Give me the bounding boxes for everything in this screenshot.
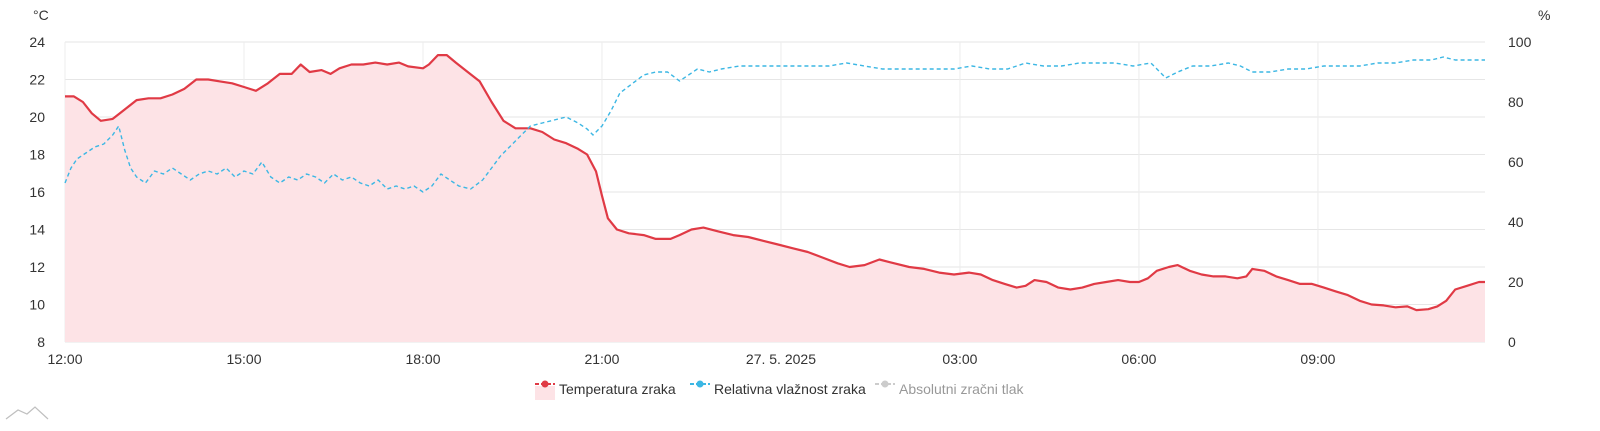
x-tick-label: 03:00 — [942, 351, 977, 367]
y-left-tick-label: 14 — [29, 222, 45, 238]
y-right-tick-label: 20 — [1508, 274, 1524, 290]
y-left-tick-label: 22 — [29, 72, 45, 88]
legend-label: Absolutni zračni tlak — [899, 381, 1025, 397]
y-right-tick-label: 80 — [1508, 94, 1524, 110]
series-layer — [64, 54, 1485, 342]
y-left-tick-label: 12 — [29, 259, 45, 275]
legend-item[interactable]: Absolutni zračni tlak — [875, 380, 1025, 398]
x-tick-label: 18:00 — [405, 351, 440, 367]
y-left-tick-label: 8 — [37, 334, 45, 350]
x-tick-label: 21:00 — [584, 351, 619, 367]
legend-marker — [541, 380, 549, 388]
y-left-tick-label: 24 — [29, 34, 45, 50]
legend-item[interactable]: Relativna vlažnost zraka — [690, 380, 866, 398]
y-left-tick-label: 18 — [29, 147, 45, 163]
y-right-unit-label: % — [1538, 7, 1550, 23]
x-tick-label: 06:00 — [1121, 351, 1156, 367]
watermark-logo — [5, 406, 49, 420]
x-tick-label: 12:00 — [47, 351, 82, 367]
legend-swatch — [535, 386, 555, 400]
legend-marker — [881, 380, 889, 388]
legend-label: Temperatura zraka — [559, 381, 676, 397]
y-left-tick-label: 10 — [29, 297, 45, 313]
series-line-temperatura — [65, 54, 1485, 312]
legend-marker — [696, 380, 704, 388]
legend: Temperatura zraka Relativna vlažnost zrak… — [535, 380, 1025, 401]
y-right-tick-label: 100 — [1508, 34, 1532, 50]
y-left-unit-label: °C — [33, 7, 49, 23]
series-area-temperatura — [65, 55, 1485, 342]
y-left-tick-label: 16 — [29, 184, 45, 200]
y-right-tick-label: 40 — [1508, 214, 1524, 230]
legend-label: Relativna vlažnost zraka — [714, 381, 866, 397]
y-right-tick-label: 0 — [1508, 334, 1516, 350]
axis-layer: 8 10 12 14 16 18 20 22 24 0 20 40 60 80 100 °C % 12:00 15:… — [29, 7, 1550, 367]
x-tick-label: 27. 5. 2025 — [746, 351, 816, 367]
x-tick-label: 15:00 — [226, 351, 261, 367]
y-right-tick-label: 60 — [1508, 154, 1524, 170]
y-left-tick-label: 20 — [29, 109, 45, 125]
x-tick-label: 09:00 — [1300, 351, 1335, 367]
series-line-vlaznost — [64, 56, 1485, 193]
legend-item[interactable]: Temperatura zraka — [535, 380, 676, 401]
